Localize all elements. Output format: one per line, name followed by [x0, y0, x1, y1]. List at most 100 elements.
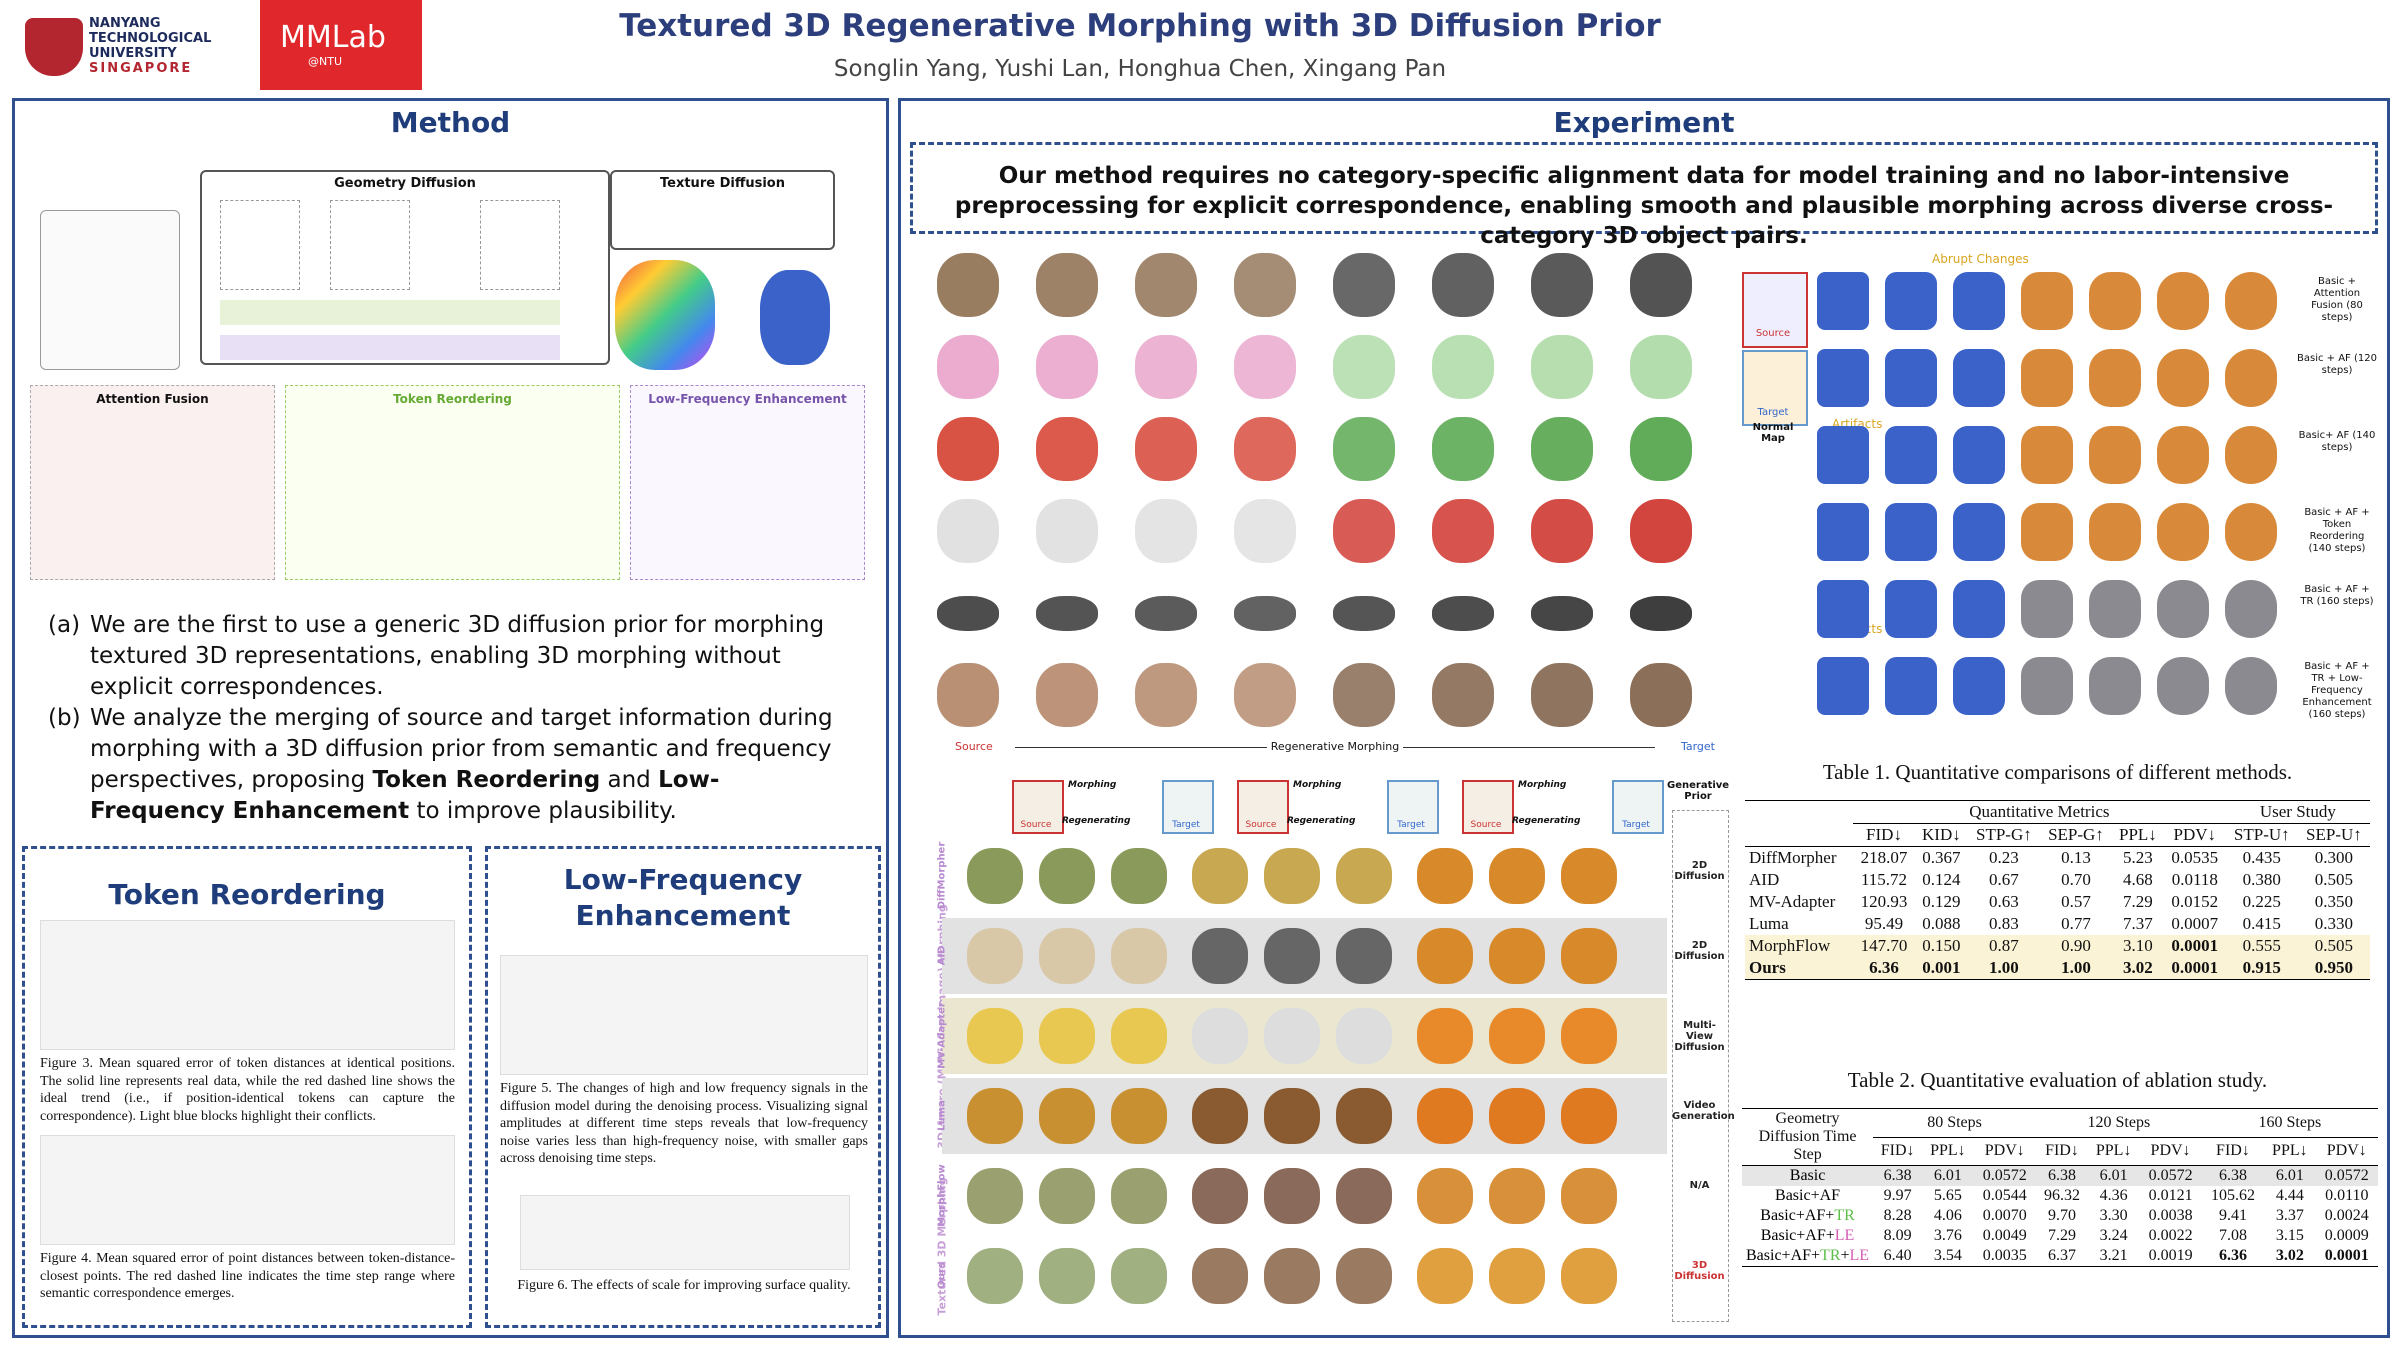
- cell: 6.01: [2275, 1167, 2304, 1184]
- row: Basic 6.38 6.01 0.0572 6.38 6.01 0.0572 6.38 6.0…: [1742, 1165, 2378, 1186]
- object-thumbnail: [2225, 349, 2277, 407]
- label: Morphing: [1068, 780, 1117, 790]
- object-thumbnail: [1111, 848, 1167, 904]
- row-label: Basic+ AF (140 steps): [2298, 430, 2376, 453]
- cell: 0.088: [1922, 914, 1961, 933]
- dit-block: [330, 200, 410, 290]
- logo-line: SINGAPORE: [89, 61, 193, 76]
- cell: 3.30: [2099, 1207, 2128, 1224]
- object-thumbnail: [1432, 417, 1494, 481]
- marker: (a): [48, 612, 81, 638]
- row: AID 115.72 0.124 0.67 0.70 4.68 0.0118 0.380 0.5…: [1745, 869, 2370, 891]
- cell: 3.21: [2099, 1247, 2128, 1264]
- object-thumbnail: [1432, 596, 1494, 631]
- object-thumbnail: [1489, 1248, 1545, 1304]
- row-label: Basic + AF + TR + Low-Frequency Enhancem…: [2302, 661, 2372, 720]
- cell: 0.57: [2061, 892, 2091, 911]
- label-part: Basic+AF+: [1760, 1227, 1835, 1244]
- object-thumbnail: [1039, 1248, 1095, 1304]
- method-text: (a) We are the first to use a generic 3D …: [48, 610, 838, 827]
- fig-label: Texture Diffusion: [660, 176, 785, 191]
- morph-sample: [615, 260, 715, 370]
- object-thumbnail: [1336, 1008, 1392, 1064]
- object-thumbnail: [1192, 928, 1248, 984]
- object-thumbnail: [937, 663, 999, 727]
- object-thumbnail: [1135, 335, 1197, 399]
- cell: 0.0007: [2171, 914, 2219, 933]
- header-row: FID↓ PPL↓ PDV↓ FID↓ PPL↓ PDV↓ FID↓ PPL↓ PDV↓: [1742, 1137, 2378, 1166]
- object-thumbnail: [1432, 499, 1494, 563]
- cell: 6.01: [1933, 1167, 1962, 1184]
- row-label: Basic+AF+TR+LE: [1742, 1246, 1873, 1267]
- cell: 5.65: [1933, 1187, 1962, 1204]
- object-thumbnail: [967, 1008, 1023, 1064]
- row-label: Basic + Attention Fusion (80 steps): [2311, 276, 2363, 323]
- cell: 3.02: [2275, 1247, 2304, 1264]
- group-row: Geometry Diffusion Time Step 80 Steps 120 …: [1742, 1108, 2378, 1166]
- logo-line: TECHNOLOGICAL: [89, 31, 212, 46]
- object-thumbnail: [1561, 1168, 1617, 1224]
- column-header: PDV↓: [2139, 1137, 2202, 1166]
- cell: 0.77: [2061, 914, 2091, 933]
- method-label: Ours: [936, 1262, 948, 1289]
- object-thumbnail: [1489, 1168, 1545, 1224]
- text-part: to improve plausibility.: [409, 798, 677, 824]
- group-header: 120 Steps: [2035, 1108, 2202, 1138]
- object-thumbnail: [1630, 499, 1692, 563]
- corner: [1745, 801, 1853, 824]
- cell: 7.29: [2047, 1227, 2076, 1244]
- object-thumbnail: [1036, 596, 1098, 631]
- object-thumbnail: [1036, 417, 1098, 481]
- title: Textured 3D Regenerative Morphing with 3…: [619, 8, 1661, 44]
- method-label: Luma: [936, 1100, 948, 1131]
- object-thumbnail: [2157, 426, 2209, 484]
- object-thumbnail: [1630, 335, 1692, 399]
- label: Abrupt Changes: [1932, 252, 2029, 266]
- row: Luma 95.49 0.088 0.83 0.77 7.37 0.0007 0.415 0.3…: [1745, 913, 2370, 935]
- object-thumbnail: [1417, 1088, 1473, 1144]
- object-thumbnail: [2021, 503, 2073, 561]
- row-label: Basic + AF (120 steps): [2297, 353, 2377, 376]
- cell: 0.0572: [2148, 1167, 2193, 1184]
- cell: 0.0572: [2324, 1167, 2369, 1184]
- column-header: SEP-U↑: [2306, 825, 2362, 844]
- cell: 0.0110: [2325, 1187, 2369, 1204]
- table-2: Geometry Diffusion Time Step 80 Steps 120 …: [1742, 1108, 2378, 1267]
- texture-box: [610, 170, 835, 250]
- lab-sub: @NTU: [308, 55, 342, 68]
- object-thumbnail: [1953, 580, 2005, 638]
- object-thumbnail: [1489, 928, 1545, 984]
- dit-block: [480, 200, 560, 290]
- label: Source: [1245, 820, 1277, 830]
- object-thumbnail: [1036, 499, 1098, 563]
- method-panel: [12, 98, 889, 1338]
- column-header: FID↓: [1866, 825, 1902, 844]
- object-thumbnail: [1531, 335, 1593, 399]
- figure-6: [520, 1195, 850, 1270]
- figure-5: [500, 955, 868, 1075]
- row-label: AID: [1749, 870, 1780, 889]
- object-thumbnail: [937, 417, 999, 481]
- dit-block: [220, 200, 300, 290]
- object-thumbnail: [1336, 1168, 1392, 1224]
- object-thumbnail: [1531, 253, 1593, 317]
- caption: Figure 3. Mean squared error of token di…: [40, 1056, 455, 1124]
- object-thumbnail: [1561, 928, 1617, 984]
- object-thumbnail: [2225, 657, 2277, 715]
- object-thumbnail: [1489, 848, 1545, 904]
- cell: 120.93: [1860, 892, 1908, 911]
- label-part: LE: [1834, 1227, 1855, 1244]
- prior-label: 2D Diffusion: [1674, 860, 1725, 882]
- column-header: PPL↓: [2119, 825, 2157, 844]
- cell: 0.300: [2314, 848, 2354, 867]
- source-box: [1462, 780, 1514, 834]
- row: Basic+AF+LE 8.09 3.76 0.0049 7.29 3.24 0.0022 7…: [1742, 1226, 2378, 1246]
- cell: 0.129: [1922, 892, 1961, 911]
- cell: 0.0009: [2324, 1227, 2369, 1244]
- object-thumbnail: [2021, 426, 2073, 484]
- object-thumbnail: [1336, 1088, 1392, 1144]
- object-thumbnail: [1036, 663, 1098, 727]
- object-thumbnail: [1333, 663, 1395, 727]
- source-box: [1742, 272, 1808, 348]
- column-header: PDV↓: [2315, 1137, 2378, 1166]
